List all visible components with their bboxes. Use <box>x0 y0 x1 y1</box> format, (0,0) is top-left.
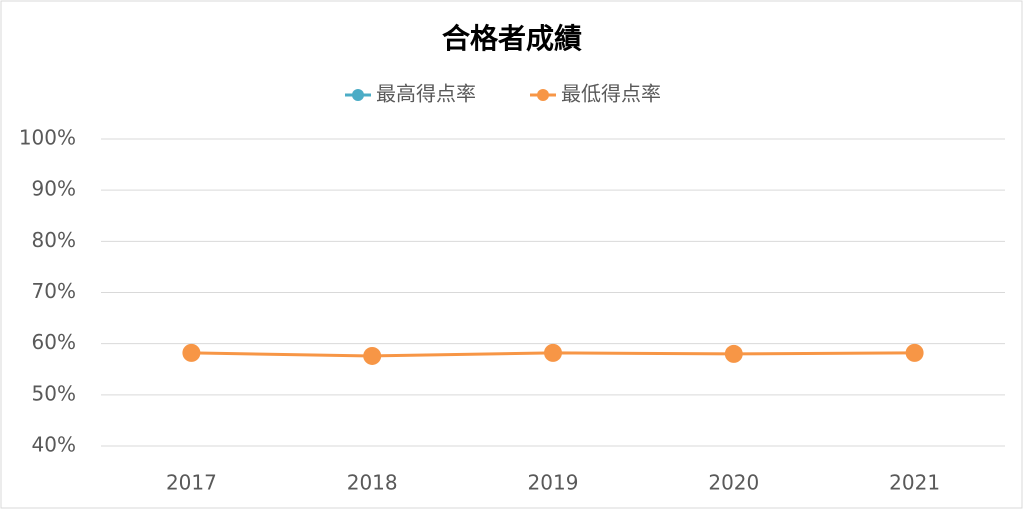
point <box>544 343 562 362</box>
x-tick-label: 2021 <box>889 471 940 495</box>
point <box>724 344 743 363</box>
chart-title: 合格者成績 <box>442 22 582 55</box>
y-tick-label: 60% <box>32 330 76 354</box>
x-tick-label: 2018 <box>347 471 398 495</box>
x-tick-label: 2019 <box>528 471 579 495</box>
y-tick-label: 90% <box>32 177 76 201</box>
point <box>905 343 924 362</box>
legend-label: 最低得点率 <box>561 82 661 106</box>
y-tick-label: 100% <box>19 126 76 150</box>
x-tick-label: 2017 <box>166 471 217 495</box>
y-tick-label: 70% <box>32 279 76 303</box>
point <box>363 346 382 365</box>
y-tick-label: 50% <box>32 381 76 405</box>
y-tick-label: 40% <box>32 433 76 457</box>
x-tick-label: 2020 <box>708 471 759 495</box>
legend-marker <box>352 89 364 101</box>
legend-label: 最高得点率 <box>376 82 476 106</box>
point <box>182 343 201 362</box>
y-tick-label: 80% <box>32 228 76 252</box>
legend-marker <box>537 89 549 101</box>
